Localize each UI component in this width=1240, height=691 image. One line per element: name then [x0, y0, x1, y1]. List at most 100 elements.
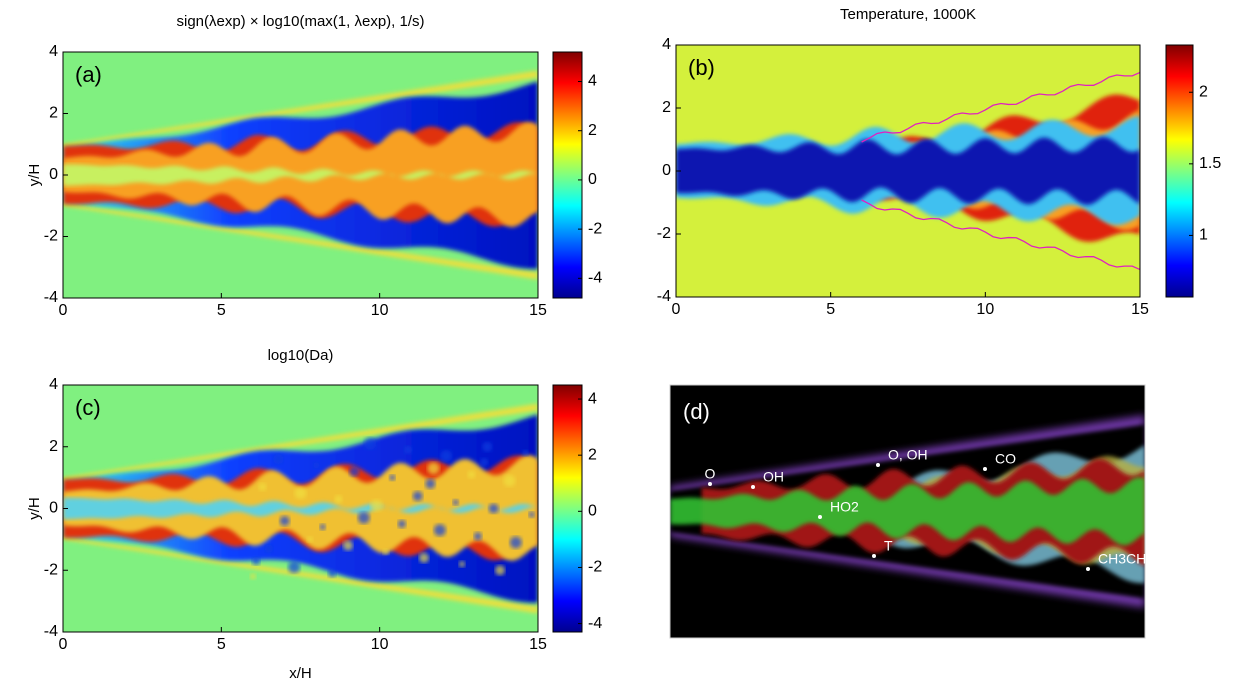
- flow-speckle: [482, 441, 493, 452]
- x-tick-label: 15: [1131, 301, 1149, 318]
- colorbar-tick-label: -4: [588, 270, 602, 287]
- y-axis-label: y/H: [26, 497, 43, 520]
- flow-speckle: [364, 437, 377, 450]
- flow-speckle: [419, 552, 429, 563]
- flow-speckle: [250, 573, 256, 580]
- flow-speckle: [264, 544, 273, 553]
- flow-speckle: [509, 536, 522, 549]
- y-tick-label: 2: [662, 99, 671, 116]
- x-tick-label: 10: [371, 302, 389, 319]
- y-tick-label: -4: [44, 289, 58, 306]
- y-tick-label: -4: [657, 288, 671, 305]
- annotation-dot: [876, 463, 880, 467]
- contour-line: [861, 71, 1140, 143]
- annotation-dot: [708, 482, 712, 486]
- annotation: CH3CHO: [1098, 551, 1157, 567]
- flow-speckle: [328, 569, 337, 578]
- flow-speckle: [440, 450, 453, 463]
- flow-speckle: [452, 499, 459, 506]
- flow-speckle: [467, 470, 476, 479]
- colorbar-tick-label: 0: [588, 503, 597, 520]
- x-axis-label: x/H: [289, 665, 312, 682]
- y-tick-label: -4: [44, 623, 58, 640]
- panel-label: (c): [75, 395, 101, 420]
- colorbar-tick-label: 4: [588, 73, 597, 90]
- x-tick-label: 10: [371, 636, 389, 653]
- colorbar-tick-label: 2: [588, 446, 597, 463]
- annotation: OH: [763, 469, 784, 485]
- contour-line: [861, 199, 1140, 271]
- annotation: HO2: [830, 499, 859, 515]
- panel-label: (b): [688, 55, 715, 80]
- y-tick-label: -2: [44, 228, 58, 245]
- colorbar-tick-label: 1: [1199, 227, 1208, 244]
- flow-speckle: [473, 532, 482, 541]
- colorbar-tick-label: -2: [588, 559, 602, 576]
- annotation-dot: [983, 467, 987, 471]
- colorbar-tick-label: 0: [588, 171, 597, 188]
- flow-speckle: [319, 524, 326, 531]
- panel-title: sign(λexp) × log10(max(1, λexp), 1/s): [176, 13, 424, 30]
- x-tick-label: 0: [59, 302, 68, 319]
- flow-speckle: [343, 540, 353, 551]
- flow-speckle: [258, 482, 267, 491]
- flow-layer: [63, 497, 538, 520]
- colorbar-tick-label: 2: [1199, 83, 1208, 100]
- colorbar-tick-label: 1.5: [1199, 155, 1221, 172]
- flow-speckle: [349, 466, 360, 477]
- x-tick-label: 0: [672, 301, 681, 318]
- field: [670, 385, 1145, 638]
- colorbar: [1165, 44, 1194, 298]
- panel-frame: [669, 384, 1146, 639]
- colorbar-tick-label: 4: [588, 390, 597, 407]
- y-tick-label: 2: [49, 105, 58, 122]
- flow-speckle: [480, 458, 489, 467]
- flow-speckle: [459, 561, 465, 568]
- annotation: T: [884, 538, 893, 554]
- colorbar-tick-label: -2: [588, 220, 602, 237]
- annotation-dot: [1086, 567, 1090, 571]
- colorbar-tick-label: -4: [588, 615, 602, 632]
- flow-speckle: [433, 524, 446, 537]
- x-tick-label: 10: [976, 301, 994, 318]
- colorbar: [552, 384, 583, 633]
- x-tick-label: 5: [217, 302, 226, 319]
- y-tick-label: 4: [662, 36, 671, 53]
- panel: (a) sign(λexp) × log10(max(1, λexp), 1/s)…: [26, 13, 602, 319]
- flow-speckle: [279, 515, 290, 526]
- flow-speckle: [313, 462, 320, 469]
- y-axis-label: y/H: [26, 164, 43, 187]
- flow-speckle: [495, 565, 505, 576]
- x-tick-label: 0: [59, 636, 68, 653]
- colorbar: [552, 51, 583, 299]
- annotation: CO: [995, 451, 1016, 467]
- annotation: O, OH: [888, 447, 928, 463]
- flow-layer: [63, 164, 538, 186]
- field: [63, 385, 538, 632]
- y-tick-label: -2: [44, 561, 58, 578]
- flow-speckle: [273, 454, 284, 465]
- y-tick-label: 0: [49, 166, 58, 183]
- y-tick-label: -2: [657, 225, 671, 242]
- colorbar-tick-label: 2: [588, 122, 597, 139]
- panel: (b) Temperature, 1000K 0 5 10 15 -4 -2 0 2 4 1 1.5 2: [657, 6, 1222, 318]
- annotation-dot: [818, 515, 822, 519]
- flow-speckle: [370, 499, 383, 512]
- annotation: O: [705, 466, 716, 482]
- y-tick-label: 4: [49, 376, 58, 393]
- flow-speckle: [389, 474, 396, 481]
- panel: (d) O OH O, OH CO HO2 T CH3CHO: [669, 384, 1157, 639]
- flow-speckle: [503, 474, 516, 487]
- x-tick-label: 5: [217, 636, 226, 653]
- panel: (c) log10(Da) 0 5 10 15 -4 -2 0 2 4 y/H x/H -4 -2 0 2 4: [26, 347, 602, 682]
- y-tick-label: 2: [49, 438, 58, 455]
- y-tick-label: 4: [49, 43, 58, 60]
- flow-speckle: [522, 449, 529, 456]
- flow-speckle: [427, 462, 440, 475]
- field: [676, 45, 1140, 297]
- panel-title: Temperature, 1000K: [840, 6, 976, 23]
- flow-speckle: [488, 503, 499, 514]
- flow-layer: [676, 136, 1140, 205]
- x-tick-label: 15: [529, 636, 547, 653]
